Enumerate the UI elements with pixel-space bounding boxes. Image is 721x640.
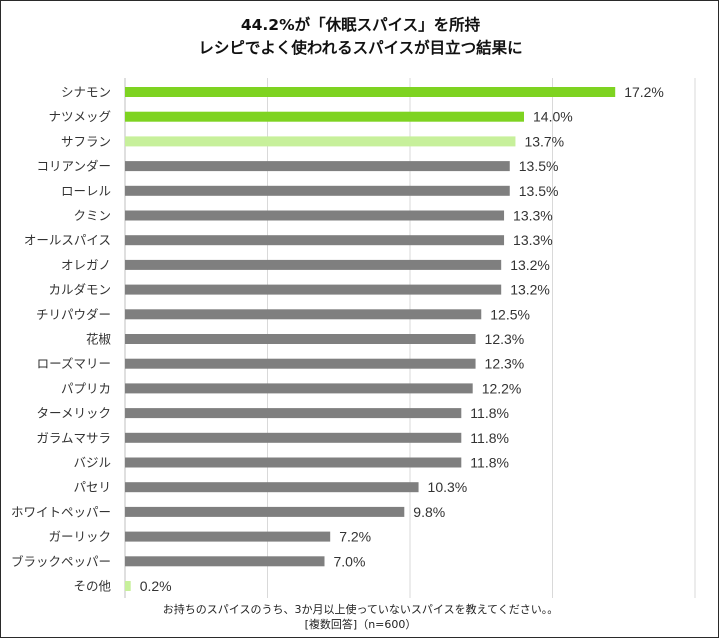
chart-title-line2: レシピでよく使われるスパイスが目立つ結果に [198,39,523,57]
bar [125,136,516,147]
category-label: クミン [73,208,111,223]
category-label: ナツメッグ [48,109,111,124]
bar [125,111,524,122]
value-label: 12.3% [485,331,525,347]
value-label: 7.2% [339,529,371,545]
value-label: 12.3% [485,356,525,372]
category-label: ローズマリー [37,356,111,371]
value-label: 13.5% [519,158,559,174]
category-label: ホワイトペッパー [11,504,111,519]
category-label: パセリ [73,480,111,495]
bar [125,334,476,344]
category-label: バジル [73,455,111,470]
value-label: 13.3% [513,208,553,224]
footnote-sample: [複数回答]（n=600） [304,618,417,631]
bar [125,259,502,270]
bar [125,235,505,246]
value-label: 13.2% [510,282,550,298]
bar [125,185,510,196]
value-label: 13.2% [510,257,550,273]
bar [125,531,331,542]
category-label: 花椒 [86,332,112,347]
bar [125,506,405,517]
value-label: 11.8% [470,430,509,446]
value-label: 14.0% [533,109,573,125]
bar [125,432,462,443]
category-label: シナモン [61,85,111,100]
bar [125,309,482,320]
value-label: 12.2% [482,380,522,396]
value-label: 10.3% [428,479,468,495]
bar [125,210,505,221]
bar [125,87,616,97]
bar [125,161,510,172]
value-label: 11.8% [470,405,509,421]
value-label: 13.5% [519,183,559,199]
category-label: ブラックペッパー [11,554,111,569]
value-label: 9.8% [413,504,445,520]
category-label: ガラムマサラ [36,430,111,445]
value-label: 12.5% [490,306,530,322]
value-label: 7.0% [334,553,366,569]
value-label: 11.8% [470,455,509,471]
bar [125,383,473,394]
bar [125,581,131,591]
value-label: 13.3% [513,232,553,248]
value-label: 17.2% [624,84,664,100]
category-label: ターメリック [36,406,111,421]
category-label: オールスパイス [24,233,111,248]
category-label: チリパウダー [36,307,111,322]
bar [125,482,419,493]
category-label: コリアンダー [36,159,111,174]
category-label: ガーリック [48,529,111,544]
value-label: 0.2% [140,578,172,594]
category-label: ローレル [61,183,111,198]
value-label: 13.7% [524,133,564,149]
chart-title-line1: 44.2%が「休眠スパイス」を所持 [240,16,481,34]
category-label: サフラン [61,134,111,149]
footnote-question: お持ちのスパイスのうち、3か月以上使っていないスパイスを教えてください。。 [162,603,559,616]
bar [125,358,476,369]
bar [125,284,502,295]
category-label: パプリカ [61,381,111,396]
category-label: その他 [73,579,111,594]
bar [125,408,462,419]
bar [125,457,462,468]
category-label: オレガノ [61,257,111,272]
bar [125,556,325,567]
category-label: カルダモン [48,282,111,297]
